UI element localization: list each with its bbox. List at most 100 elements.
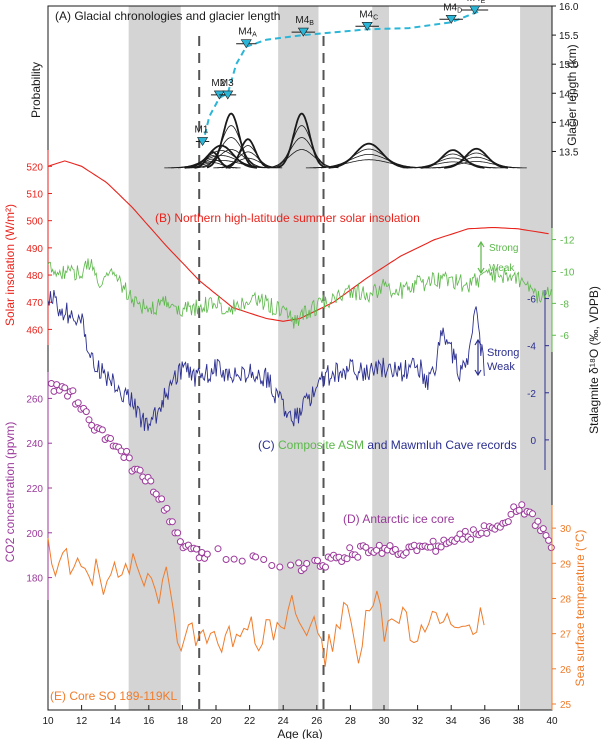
co2-point (303, 560, 311, 567)
marker-label: M3 (220, 78, 234, 89)
co2-point (147, 477, 155, 485)
asm-strong-label: Strong (489, 243, 518, 254)
co2-point (230, 555, 238, 563)
co2-point (69, 387, 77, 395)
probability-curve (184, 162, 241, 169)
panel-c-asm-tick-label: -10 (560, 267, 575, 278)
marker-label-sub: C (373, 14, 378, 21)
panel-d-tick-label: 260 (26, 394, 43, 405)
x-tick-label: 18 (177, 716, 189, 727)
panel-e-tick-label: 27 (560, 630, 572, 641)
panel-c-axis-title: Stalagmite δ¹⁸O (‰, VDPB) (587, 286, 601, 434)
panel-b-tick-label: 500 (26, 217, 43, 228)
x-tick-label: 36 (479, 716, 491, 727)
co2-point (203, 550, 211, 558)
panel-b-tick-label: 490 (26, 244, 43, 255)
marker-triangle (222, 90, 234, 100)
panel-b-axis-title: Solar insolation (W/m²) (3, 204, 17, 326)
panel-a-right-tick-label: 13.5 (559, 147, 579, 158)
panel-b-label: (B) Northern high-latitude summer solar … (155, 211, 420, 225)
probability-curve (263, 149, 339, 169)
co2-point (193, 545, 200, 553)
marker-label-base: M4 (359, 9, 373, 20)
x-tick-label: 26 (311, 716, 323, 727)
co2-point (287, 561, 295, 569)
panel-c-asm-tick-label: -8 (560, 299, 569, 310)
panel-c-label: (C) Composite ASM and Mawmluh Cave recor… (258, 438, 517, 452)
co2-point (545, 536, 553, 544)
co2-point (176, 538, 184, 546)
panel-a-right-tick-label: 14.0 (559, 118, 579, 129)
panel-e-tick-label: 28 (560, 594, 572, 605)
panel-a-label: (A) Glacial chronologies and glacier len… (55, 9, 280, 23)
panel-a-right-tick-label: 15.5 (559, 31, 579, 42)
asm-strong-weak-arrow-head-down (477, 267, 485, 275)
maw-weak-label: Weak (487, 361, 515, 373)
co2-point (518, 501, 526, 509)
x-tick-label: 34 (446, 716, 458, 727)
x-tick-label: 40 (546, 716, 558, 727)
panel-c-maw-tick-label: -6 (527, 295, 536, 306)
co2-point (123, 447, 131, 455)
x-tick-label: 22 (244, 716, 256, 727)
co2-point (168, 518, 176, 526)
maw-strong-weak-arrow-head-up (474, 338, 482, 346)
marker-label: M2 (211, 78, 225, 89)
co2-point (268, 562, 276, 569)
panel-d-axis-title: CO2 concentration (ppvm) (3, 422, 17, 563)
x-tick-label: 20 (210, 716, 222, 727)
plot-frame (47, 5, 553, 711)
gray-band-2 (372, 6, 390, 710)
panel-c-maw-tick-label: -2 (527, 389, 536, 400)
co2-point (222, 556, 230, 563)
panel-e-tick-label: 30 (560, 524, 572, 535)
panel-c-asm-tick-label: -12 (560, 236, 575, 247)
panel-a-left-axis-title: Probability (29, 62, 43, 118)
co2-point (437, 543, 445, 551)
probability-curve (402, 161, 504, 169)
marker-triangle (361, 21, 373, 31)
x-tick-label: 38 (513, 716, 525, 727)
x-tick-label: 12 (76, 716, 88, 727)
co2-point (467, 535, 475, 543)
maw-strong-weak-arrow-head-down (474, 369, 482, 377)
asm-strong-weak-arrow-head-up (477, 240, 485, 248)
panel-d-tick-label: 240 (26, 439, 43, 450)
panel-c-maw-tick-label: -4 (527, 342, 536, 353)
marker-label-base: M4 (443, 2, 457, 13)
asm-line (47, 258, 552, 329)
probability-curve (213, 157, 283, 169)
panel-b-tick-label: 510 (26, 189, 43, 200)
marker-triangle (297, 27, 309, 37)
marker-triangle (197, 137, 209, 147)
co2-point (85, 416, 93, 424)
x-tick-label: 10 (42, 716, 54, 727)
co2-point (163, 504, 171, 512)
co2-point (252, 553, 260, 561)
co2-point (354, 553, 362, 561)
panel-a-right-tick-label: 14.5 (559, 89, 579, 100)
co2-point (82, 408, 90, 416)
co2-point (515, 506, 523, 514)
marker-triangle (445, 14, 457, 24)
co2-point (107, 435, 114, 442)
panel-c-maw-tick-label: 0 (530, 436, 536, 447)
marker-label-base: M4 (238, 27, 252, 38)
x-tick-label: 28 (345, 716, 357, 727)
co2-point (375, 541, 383, 549)
mawmluh-line (47, 290, 485, 431)
marker-label: M4B (295, 15, 314, 27)
panel-b-tick-label: 460 (26, 325, 43, 336)
panel-e-tick-label: 29 (560, 559, 572, 570)
panel-a-right-axis-title: Glacier length (km) (565, 44, 579, 145)
co2-point (125, 454, 133, 462)
x-tick-label: 32 (412, 716, 424, 727)
gray-band-0 (128, 6, 181, 710)
probability-curve (305, 159, 431, 169)
co2-point (429, 537, 437, 545)
glacier-length-line (201, 9, 482, 145)
panel-c-label-prefix: (C) (258, 438, 278, 452)
co2-point (483, 529, 491, 537)
probability-curve (426, 161, 527, 169)
